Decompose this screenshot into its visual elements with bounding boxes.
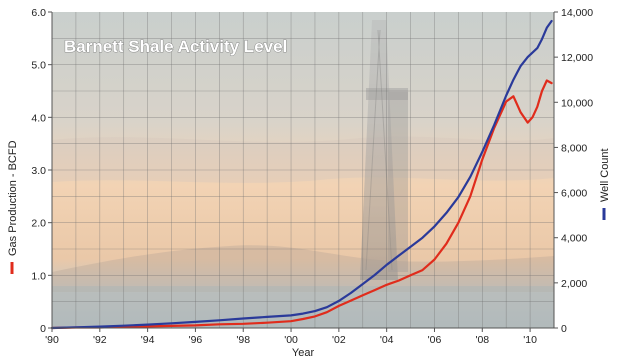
- x-tick-label: '90: [45, 334, 59, 346]
- x-tick-label: '98: [236, 334, 250, 346]
- series-line-gas-production: [50, 79, 553, 330]
- y-right-tick-label: 0: [561, 323, 567, 335]
- x-tick-label: '04: [380, 334, 394, 346]
- y-left-axis-title: Gas Production - BCFD: [7, 140, 19, 256]
- y-right-axis-title-group: Well Count: [599, 148, 611, 220]
- y-left-tick-label: 0: [40, 323, 46, 335]
- y-left-tick-label: 2.0: [31, 218, 46, 230]
- x-tick-label: '00: [284, 334, 298, 346]
- y-right-tick-labels: 0 2,000 4,000 6,000 8,000 10,000 12,000 14,000: [554, 7, 593, 335]
- x-tick-label: '08: [475, 334, 489, 346]
- y-left-tick-label: 4.0: [31, 112, 46, 124]
- x-tick-label: '96: [189, 334, 203, 346]
- y-right-tick-label: 8,000: [561, 142, 587, 154]
- x-tick-label: '10: [523, 334, 537, 346]
- y-right-tick-label: 4,000: [561, 233, 587, 245]
- y-right-tick-label: 2,000: [561, 278, 587, 290]
- series-layer: [50, 19, 553, 330]
- y-left-tick-label: 3.0: [31, 165, 46, 177]
- y-left-tick-label: 1.0: [31, 270, 46, 282]
- chart-title: Barnett Shale Activity Level: [64, 37, 287, 56]
- series-line-well-count: [50, 19, 553, 330]
- y-right-tick-label: 6,000: [561, 188, 587, 200]
- y-right-tick-label: 10,000: [561, 97, 593, 109]
- x-axis-title: Year: [292, 347, 315, 359]
- y-right-axis-title: Well Count: [599, 148, 611, 202]
- y-left-tick-label: 5.0: [31, 60, 46, 72]
- x-tick-label: '02: [332, 334, 346, 346]
- y-left-axis-title-group: Gas Production - BCFD: [7, 140, 19, 274]
- y-right-tick-label: 14,000: [561, 7, 593, 19]
- y-left-tick-labels: 0 1.0 2.0 3.0 4.0 5.0 6.0: [31, 7, 52, 335]
- x-tick-label: '94: [141, 334, 155, 346]
- x-tick-label: '06: [428, 334, 442, 346]
- background-scene: [52, 20, 554, 328]
- y-left-tick-label: 6.0: [31, 7, 46, 19]
- x-tick-label: '92: [93, 334, 107, 346]
- y-right-tick-label: 12,000: [561, 52, 593, 64]
- x-tick-labels: '90 '92 '94 '96 '98 '00 '02 '04 '06 '08 '10: [45, 328, 537, 346]
